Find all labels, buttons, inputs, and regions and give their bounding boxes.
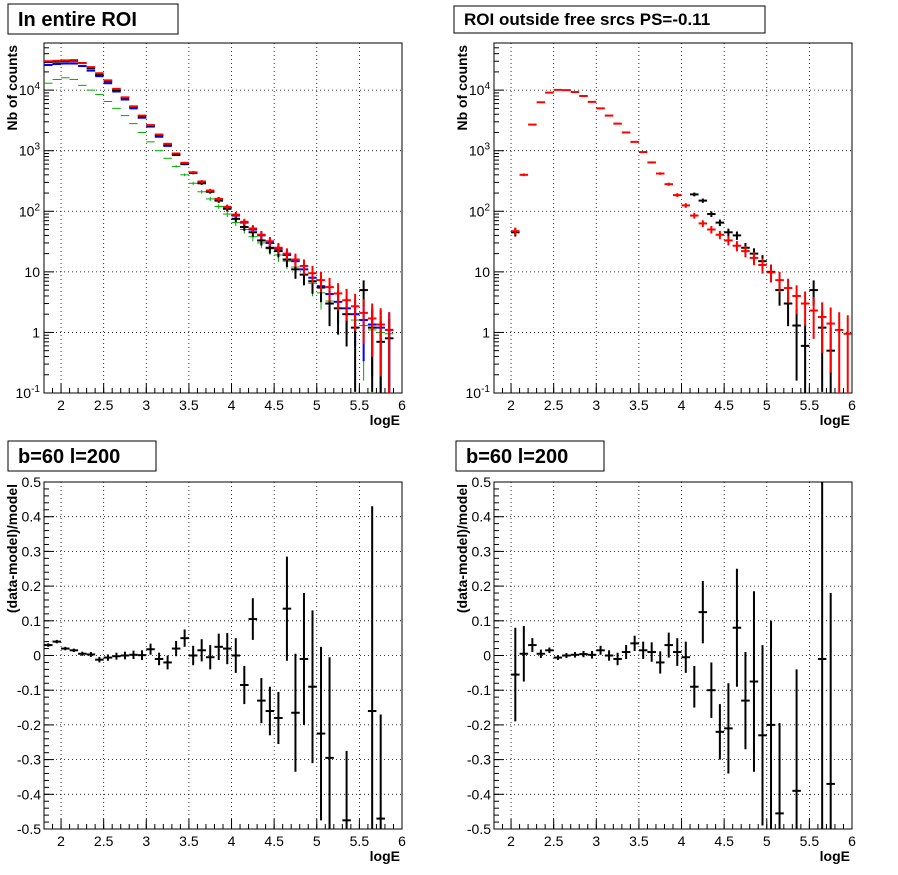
x-tick-label: 5.5	[350, 833, 370, 849]
x-axis-label: logE	[820, 412, 850, 428]
x-tick-label: 4.5	[264, 397, 284, 413]
x-tick-label: 6	[848, 833, 856, 849]
plot-frame	[493, 481, 853, 830]
x-tick-label: 5.5	[800, 833, 820, 849]
chart-title: ROI outside free srcs PS=-0.11	[464, 10, 710, 29]
x-axis-label: logE	[820, 848, 850, 864]
chart-title: In entire ROI	[18, 9, 137, 31]
x-tick-label: 2	[507, 397, 515, 413]
x-tick-label: 6	[848, 397, 856, 413]
y-tick-label: 102	[19, 202, 41, 219]
y-tick-label: 10-1	[16, 384, 41, 401]
panel-residuals-left: 2 2.5 3 3.5 4 4.5 5 5.5 6 -0.5 -0.4 -0.3 -0.2 -0.1 0 0.…	[4, 440, 406, 864]
y-tick-label: 0.1	[22, 613, 42, 629]
series-0	[44, 506, 385, 829]
title-box	[7, 440, 157, 472]
x-tick-label: 2.5	[94, 833, 114, 849]
x-tick-label: 4.5	[264, 833, 284, 849]
y-tick-label: 10-1	[466, 384, 491, 401]
y-tick-label: -0.4	[467, 786, 491, 802]
x-tick-label: 5	[313, 833, 321, 849]
panel-counts-entire-roi: 2 2.5 3 3.5 4 4.5 5 5.5 6 10-1 1 10 102 103 104 logE Nb …	[4, 3, 406, 428]
y-tick-label: 0	[33, 648, 41, 664]
y-tick-label: -0.1	[467, 682, 491, 698]
x-axis-label: logE	[370, 412, 400, 428]
chart-title: b=60 l=200	[466, 446, 568, 468]
x-tick-label: 3.5	[629, 397, 649, 413]
y-tick-label: -0.1	[17, 682, 41, 698]
x-tick-label: 4	[228, 397, 236, 413]
y-tick-label: -0.5	[17, 821, 41, 837]
y-tick-label: 0.3	[472, 543, 492, 559]
plot-frame	[493, 42, 853, 394]
x-tick-label: 4.5	[714, 833, 734, 849]
y-tick-label: -0.5	[467, 821, 491, 837]
y-tick-label: 0.2	[22, 578, 42, 594]
x-tick-label: 3.5	[179, 833, 199, 849]
y-tick-label: 0.4	[22, 509, 42, 525]
series-0	[511, 482, 835, 829]
x-tick-label: 5	[763, 833, 771, 849]
y-tick-label: -0.4	[17, 786, 41, 802]
x-tick-label: 4	[678, 397, 686, 413]
y-tick-label: 0.5	[22, 474, 42, 490]
x-tick-label: 5	[313, 397, 321, 413]
y-axis-label: (data-model)/model	[4, 484, 20, 613]
y-tick-label: 0.2	[472, 578, 492, 594]
y-tick-label: 103	[469, 142, 491, 159]
y-tick-label: -0.3	[17, 752, 41, 768]
y-axis-label: Nb of counts	[454, 45, 470, 131]
x-tick-label: 5.5	[350, 397, 370, 413]
x-tick-label: 2.5	[544, 397, 564, 413]
x-tick-label: 6	[398, 397, 406, 413]
y-tick-label: 10	[24, 264, 40, 280]
x-tick-label: 3.5	[629, 833, 649, 849]
y-axis-label: Nb of counts	[4, 45, 20, 131]
x-tick-label: 2.5	[544, 833, 564, 849]
x-tick-label: 3	[142, 833, 150, 849]
panel-counts-outside-free-srcs: 2 2.5 3 3.5 4 4.5 5 5.5 6 10-1 1 10 102 103 104 logE Nb …	[453, 5, 856, 428]
series-1	[511, 88, 852, 393]
y-tick-label: 10	[474, 264, 490, 280]
x-tick-label: 6	[398, 833, 406, 849]
x-tick-label: 4	[678, 833, 686, 849]
x-tick-label: 2	[507, 833, 515, 849]
series-3	[44, 59, 394, 393]
chart-title: b=60 l=200	[18, 446, 120, 468]
y-axis-label: (data-model)/model	[454, 484, 470, 613]
x-tick-label: 3	[142, 397, 150, 413]
title-box	[455, 440, 605, 472]
x-tick-label: 2	[57, 833, 65, 849]
y-tick-label: -0.2	[17, 717, 41, 733]
y-tick-label: -0.3	[467, 752, 491, 768]
x-tick-label: 5.5	[800, 397, 820, 413]
x-tick-label: 5	[763, 397, 771, 413]
panel-residuals-right: 2 2.5 3 3.5 4 4.5 5 5.5 6 -0.5 -0.4 -0.3 -0.2 -0.1 0 0.…	[454, 440, 856, 864]
x-tick-label: 2	[57, 397, 65, 413]
y-tick-label: 102	[469, 202, 491, 219]
x-axis-label: logE	[370, 848, 400, 864]
x-tick-label: 4	[228, 833, 236, 849]
y-tick-label: 0.5	[472, 474, 492, 490]
title-box	[7, 3, 179, 35]
y-tick-label: 0	[483, 648, 491, 664]
y-tick-label: 104	[19, 81, 41, 98]
x-tick-label: 3.5	[179, 397, 199, 413]
x-tick-label: 2.5	[94, 397, 114, 413]
plot-frame	[43, 42, 403, 394]
x-tick-label: 4.5	[714, 397, 734, 413]
title-box	[453, 5, 766, 34]
x-tick-label: 3	[592, 833, 600, 849]
y-tick-label: 0.3	[22, 543, 42, 559]
y-tick-label: 0.4	[472, 509, 492, 525]
y-tick-label: -0.2	[467, 717, 491, 733]
x-tick-label: 3	[592, 397, 600, 413]
y-tick-label: 1	[32, 324, 40, 340]
plot-frame	[43, 481, 403, 830]
y-tick-label: 104	[469, 81, 491, 98]
y-tick-label: 103	[19, 142, 41, 159]
y-tick-label: 0.1	[472, 613, 492, 629]
y-tick-label: 1	[482, 324, 490, 340]
